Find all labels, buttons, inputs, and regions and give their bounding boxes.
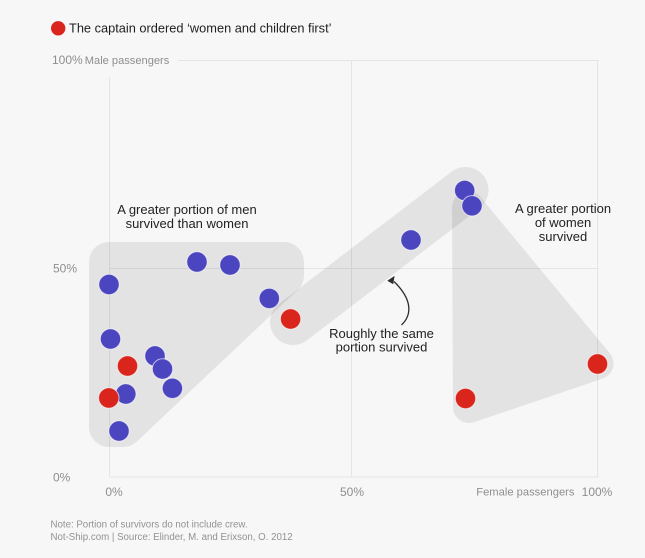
svg-text:Not-Ship.com | Source: Elinder: Not-Ship.com | Source: Elinder, M. and E… xyxy=(51,532,293,543)
svg-text:survived than women: survived than women xyxy=(126,216,249,231)
svg-text:50%: 50% xyxy=(340,485,364,499)
svg-text:0%: 0% xyxy=(105,485,123,499)
svg-text:portion survived: portion survived xyxy=(336,340,428,355)
svg-text:Male passengers: Male passengers xyxy=(85,55,170,67)
svg-text:Female passengers: Female passengers xyxy=(476,487,575,499)
svg-text:of women: of women xyxy=(535,215,591,230)
svg-text:survived: survived xyxy=(539,229,587,244)
svg-text:0%: 0% xyxy=(53,471,71,485)
svg-text:Note: Portion of survivors do: Note: Portion of survivors do not includ… xyxy=(51,520,248,531)
svg-text:Roughly the same: Roughly the same xyxy=(329,326,434,341)
svg-text:50%: 50% xyxy=(53,262,77,276)
svg-text:100%: 100% xyxy=(52,53,83,67)
svg-text:100%: 100% xyxy=(582,485,613,499)
svg-text:The captain ordered ‘women and: The captain ordered ‘women and children … xyxy=(69,21,332,36)
svg-text:A greater portion of men: A greater portion of men xyxy=(117,202,256,217)
svg-text:A greater portion: A greater portion xyxy=(515,201,611,216)
